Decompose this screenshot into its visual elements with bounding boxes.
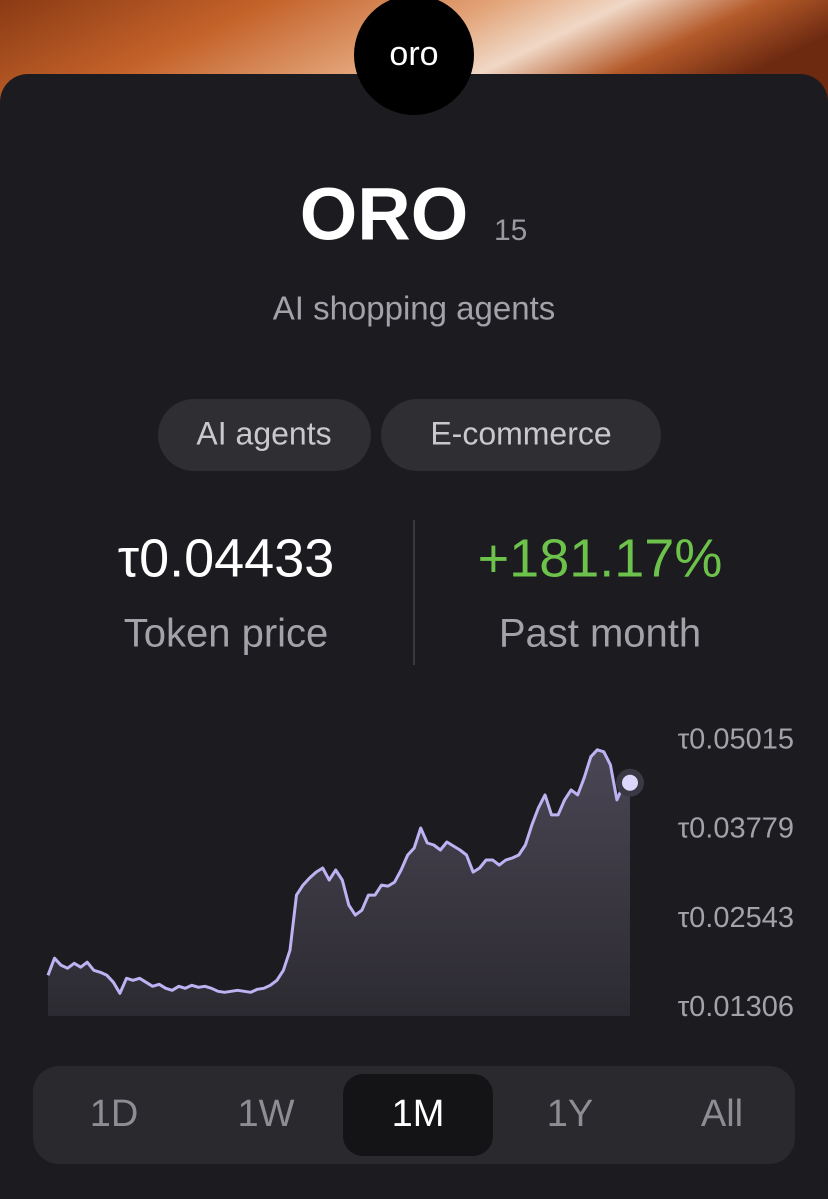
y-tick-label: τ0.02543: [678, 902, 794, 934]
tabs: 1D 1W 1M 1Y All: [90, 1074, 743, 1156]
tab-label: 1M: [392, 1093, 445, 1135]
tab-label: 1D: [90, 1093, 139, 1135]
title: ORO: [300, 173, 469, 256]
tab-label: 1W: [238, 1093, 295, 1135]
line: [46, 748, 631, 995]
tab-label: 1Y: [547, 1093, 593, 1135]
logo-text: oro: [389, 35, 438, 73]
area: [48, 749, 630, 1016]
logo: [354, 0, 474, 115]
y-tick-label: τ0.01306: [678, 991, 794, 1023]
tag-text: E-commerce: [430, 415, 611, 451]
change-label: Past month: [499, 612, 701, 656]
tag[interactable]: [158, 399, 371, 471]
tag-text: AI agents: [196, 415, 331, 451]
y-tick-label: τ0.03779: [678, 813, 794, 845]
tab-label: All: [701, 1093, 743, 1135]
price-chart: τ0.05015 τ0.03779 τ0.02543 τ0.01306: [46, 723, 794, 1023]
price-label: Token price: [124, 612, 329, 656]
price: τ0.04433: [118, 528, 335, 588]
y-tick-label: τ0.05015: [678, 723, 794, 755]
tag[interactable]: [381, 399, 661, 471]
subtitle: AI shopping agents: [273, 290, 556, 327]
change: +181.17%: [478, 528, 723, 588]
current-point: [622, 774, 638, 791]
badge: 15: [494, 214, 527, 247]
tab[interactable]: [343, 1074, 493, 1156]
